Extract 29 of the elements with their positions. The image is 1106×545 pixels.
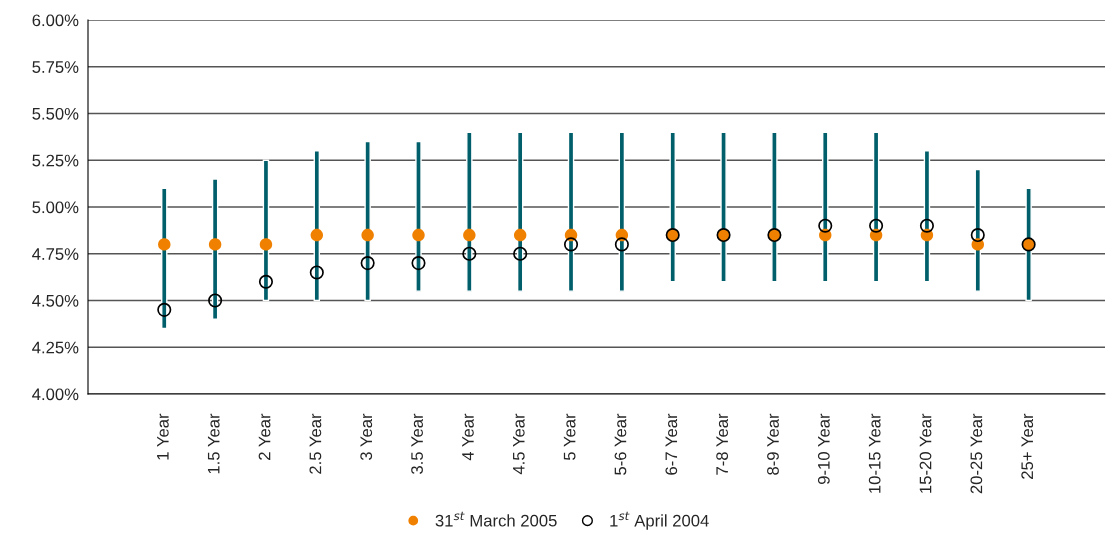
y-tick-label: 5.25% (32, 154, 79, 167)
y-tick-label: 4.00% (32, 388, 79, 401)
x-tick-label: 7-8 Year (716, 413, 729, 475)
x-tick-label: 4 Year (462, 413, 474, 461)
y-tick-label: 4.50% (32, 294, 79, 307)
y-tick-label: 5.00% (32, 201, 79, 214)
x-tick-label: 20-25 Year (970, 413, 983, 494)
legend-label: 31$^{st}$ March 2005 (435, 511, 557, 527)
x-tick-label: 3 Year (360, 413, 373, 461)
x-tick-label: 3.5 Year (411, 413, 423, 474)
x-tick-label: 15-20 Year (919, 413, 932, 493)
x-tick-label: 5 Year (563, 413, 576, 461)
x-tick-label: 9-10 Year (817, 413, 830, 485)
y-tick-label: 4.25% (32, 341, 79, 354)
y-tick-label: 4.75% (32, 248, 79, 260)
y-tick-label: 5.50% (32, 107, 79, 120)
x-tick-label: 25+ Year (1021, 413, 1034, 479)
x-tick-label: 8-9 Year (767, 413, 779, 475)
x-tick-label: 4.5 Year (513, 413, 525, 475)
x-tick-label: 2 Year (258, 413, 271, 460)
x-tick-label: 5-6 Year (614, 413, 627, 475)
y-tick-label: 5.75% (32, 61, 79, 73)
x-tick-label: 10-15 Year (868, 413, 881, 493)
x-tick-label: 1 Year (157, 413, 169, 460)
x-tick-label: 2.5 Year (309, 413, 322, 474)
x-tick-label: 1.5 Year (207, 413, 220, 474)
x-tick-label: 6-7 Year (665, 413, 678, 475)
legend-label: 1$^{st}$ April 2004 (610, 511, 709, 530)
y-tick-label: 6.00% (32, 14, 79, 27)
